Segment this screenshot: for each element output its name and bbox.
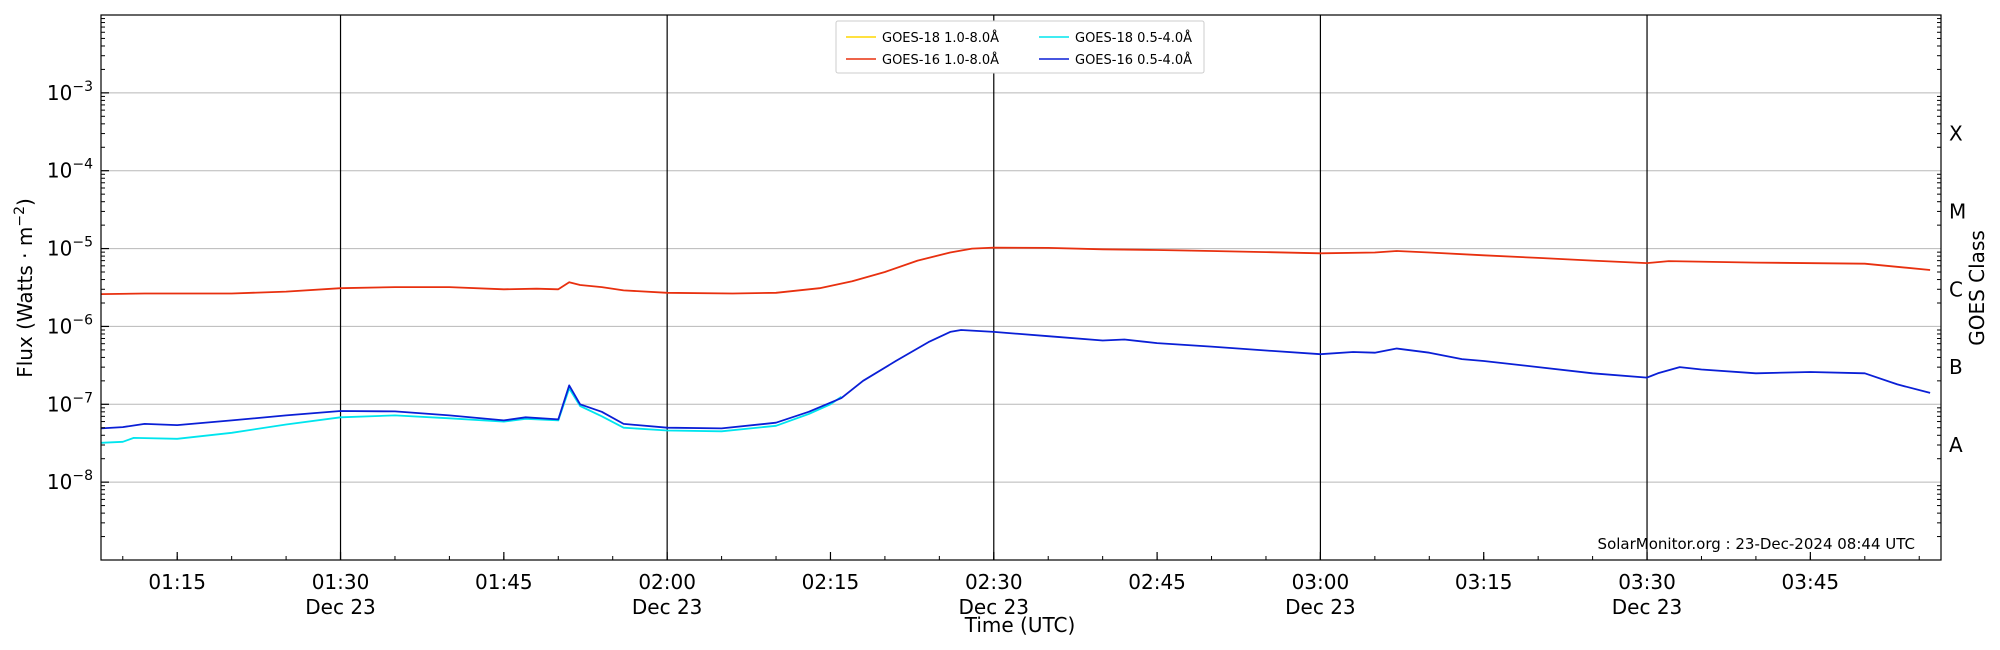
x-tick-date-label: Dec 23 bbox=[1612, 595, 1683, 619]
plot-frame bbox=[100, 14, 1942, 561]
x-tick-time-label: 03:30 bbox=[1618, 570, 1676, 594]
x-tick-date-label: Dec 23 bbox=[305, 595, 376, 619]
goes-class-label: C bbox=[1949, 277, 1963, 301]
legend-entry-label: GOES-18 0.5-4.0Å bbox=[1075, 30, 1192, 46]
goes-class-label: B bbox=[1949, 355, 1963, 379]
credit-annotation: SolarMonitor.org : 23-Dec-2024 08:44 UTC bbox=[1598, 535, 1915, 553]
y-tick-label: 10−6 bbox=[47, 312, 93, 338]
y-tick-label: 10−7 bbox=[47, 390, 93, 416]
series-line bbox=[100, 387, 842, 444]
x-tick-time-label: 02:45 bbox=[1128, 570, 1186, 594]
legend-box bbox=[835, 20, 1205, 74]
series-layer bbox=[100, 246, 1931, 444]
x-tick-time-label: 03:15 bbox=[1455, 570, 1513, 594]
y-axis-label-close: ) bbox=[13, 198, 37, 206]
x-tick-time-label: 01:30 bbox=[312, 570, 370, 594]
x-tick-time-label: 02:30 bbox=[965, 570, 1023, 594]
x-tick-date-label: Dec 23 bbox=[959, 595, 1030, 619]
y-tick-label: 10−5 bbox=[47, 235, 93, 261]
x-tick-time-label: 03:00 bbox=[1292, 570, 1350, 594]
y-axis-label-exp: −2 bbox=[12, 206, 28, 227]
x-tick-time-label: 02:00 bbox=[638, 570, 696, 594]
x-tick-time-label: 03:45 bbox=[1782, 570, 1840, 594]
y-tick-label: 10−8 bbox=[47, 468, 93, 494]
x-tick-time-label: 01:15 bbox=[148, 570, 206, 594]
goes-class-axis-label: GOES Class bbox=[1965, 230, 1989, 346]
goes-class-label: X bbox=[1949, 122, 1963, 146]
x-tick-date-label: Dec 23 bbox=[1285, 595, 1356, 619]
x-axis-label: Time (UTC) bbox=[964, 613, 1076, 637]
legend-entry-label: GOES-18 1.0-8.0Å bbox=[882, 30, 999, 46]
grid-layer bbox=[101, 15, 1941, 560]
goes-class-label: A bbox=[1949, 433, 1963, 457]
legend: GOES-18 1.0-8.0Å GOES-16 1.0-8.0Å GOES-18 … bbox=[835, 20, 1205, 74]
y-axis-label-main: Flux (Watts · m bbox=[13, 227, 37, 378]
legend-entry-label: GOES-16 1.0-8.0Å bbox=[882, 52, 999, 68]
x-tick-time-label: 02:15 bbox=[802, 570, 860, 594]
x-tick-time-label: 01:45 bbox=[475, 570, 533, 594]
y-tick-label: 10−3 bbox=[47, 79, 93, 105]
goes-class-label: M bbox=[1949, 199, 1966, 223]
legend-entry-label: GOES-16 0.5-4.0Å bbox=[1075, 52, 1192, 68]
series-line bbox=[100, 329, 1931, 430]
y-axis-label: Flux (Watts · m−2) bbox=[12, 198, 37, 378]
y-tick-label: 10−4 bbox=[47, 157, 93, 183]
series-line bbox=[100, 246, 1931, 295]
x-tick-date-label: Dec 23 bbox=[632, 595, 703, 619]
